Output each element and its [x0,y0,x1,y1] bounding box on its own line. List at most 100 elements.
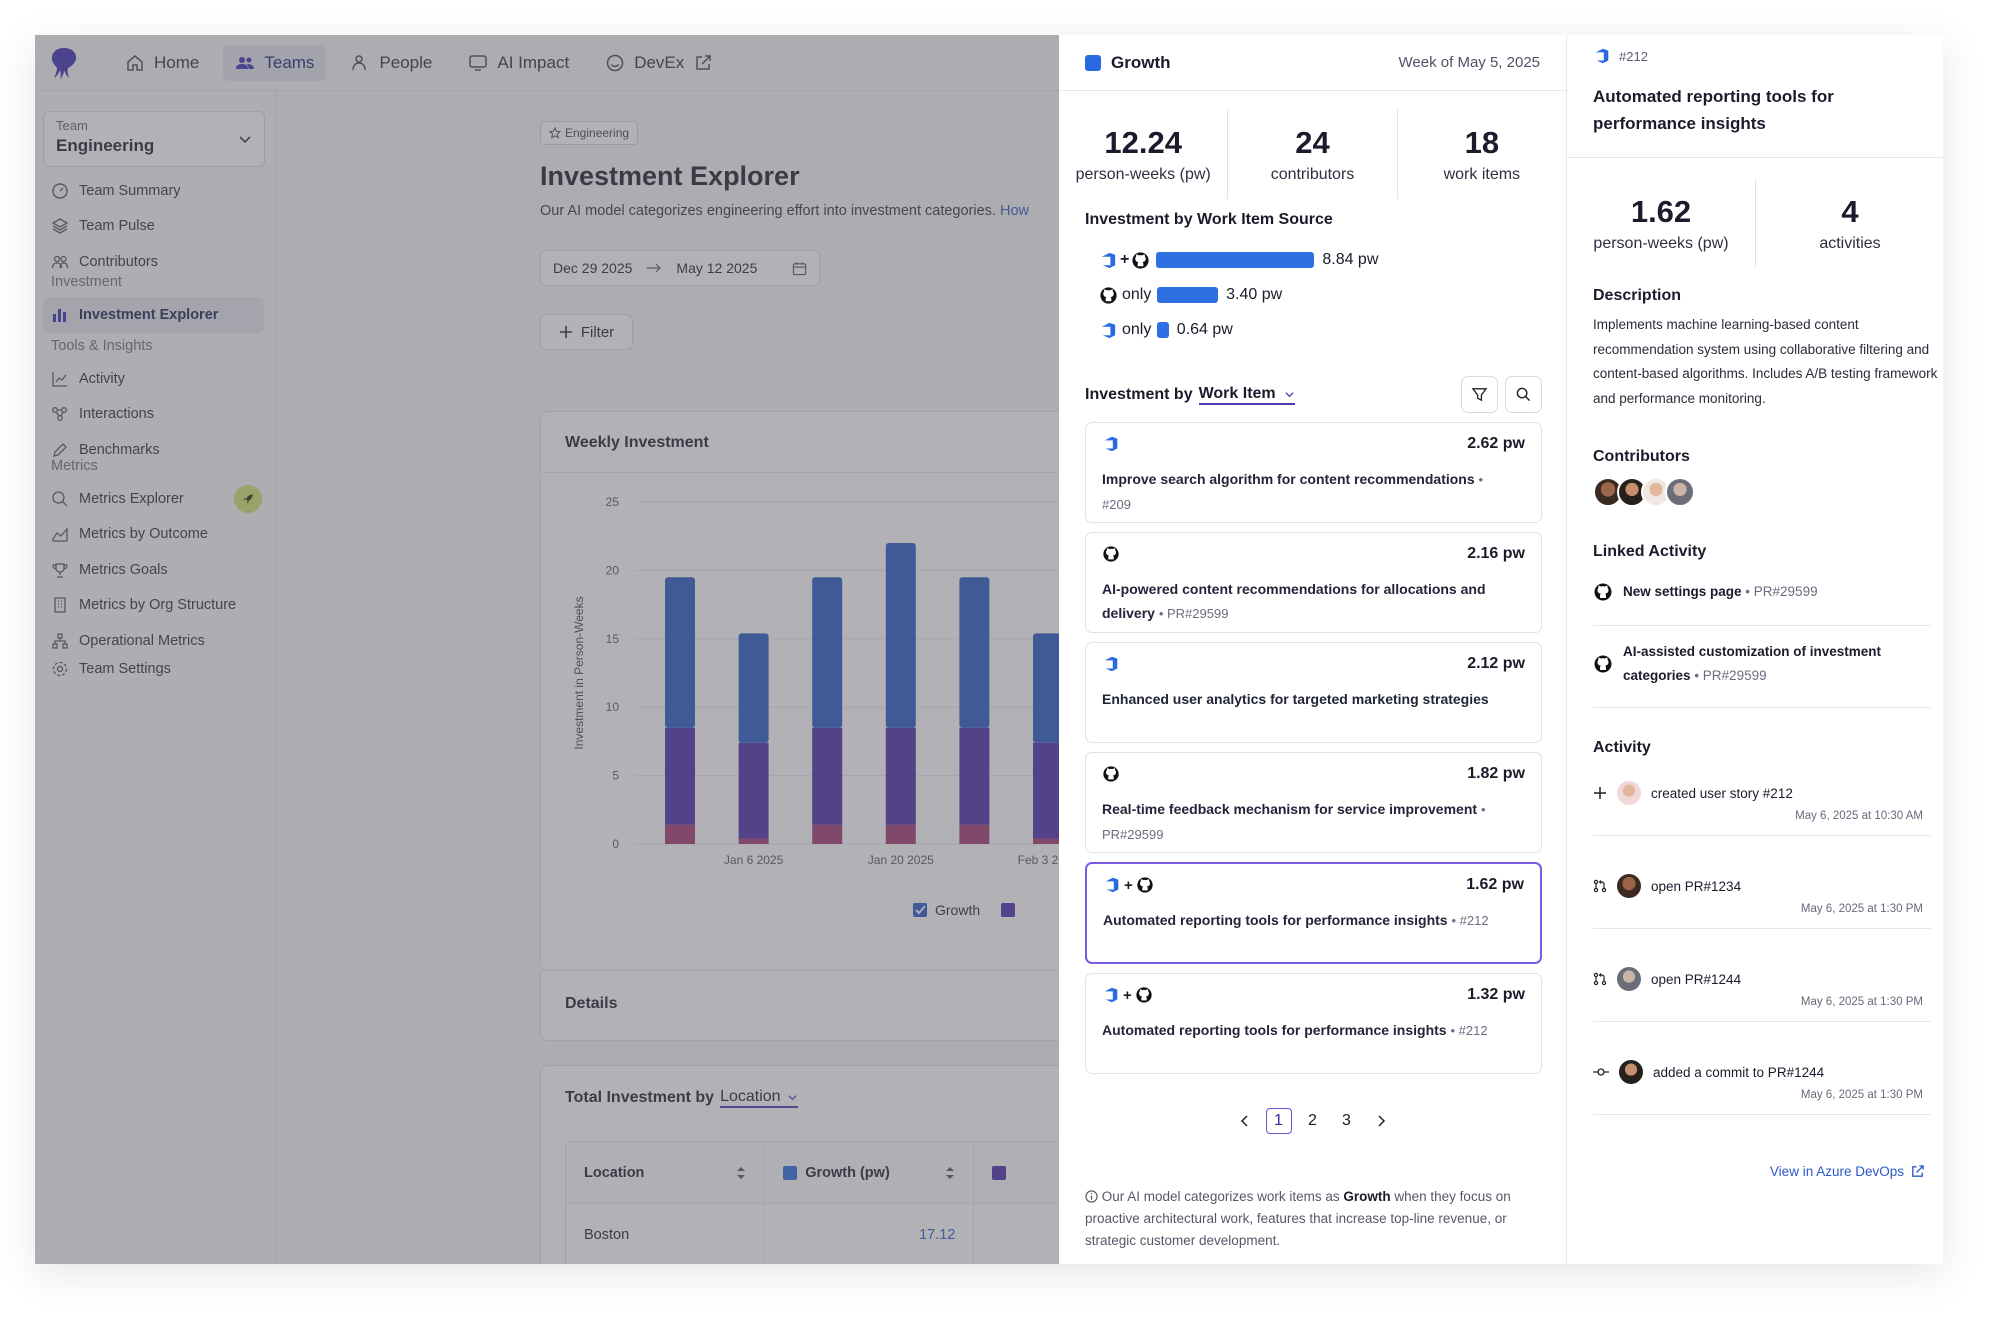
activity-chart-icon [52,371,67,387]
sidebar-group-team: Team Summary Team Pulse Contributors [35,173,276,280]
source-icons [1102,435,1120,453]
work-item-section-title: Investment by Work Item [1085,385,1295,405]
y-tick-label: 10 [606,700,620,714]
source-icons [1102,545,1120,563]
cell-growth[interactable]: 17.12 [765,1204,975,1264]
sidebar-item-label: Contributors [79,253,158,270]
activity-time: May 6, 2025 at 1:30 PM [1800,1089,1923,1101]
sidebar: Team Engineering Team Summary Team Pulse… [35,91,276,1264]
external-link-icon [1912,1165,1924,1177]
date-range-picker[interactable]: Dec 29 2025 May 12 2025 [540,250,820,286]
linked-ref: • PR#29599 [1745,584,1818,599]
sidebar-item-label: Benchmarks [79,441,160,458]
sidebar-item-team-summary[interactable]: Team Summary [35,173,276,209]
filter-icon-button[interactable] [1461,376,1498,413]
search-icon [1516,387,1531,402]
location-dimension-select[interactable]: Location [720,1088,798,1108]
work-item-pw: 1.82 pw [1467,765,1525,782]
work-item-ref-value: #209 [1102,497,1131,512]
sidebar-item-activity[interactable]: Activity [35,361,276,397]
rocket-icon [243,494,253,504]
avatar[interactable] [1617,781,1641,805]
sidebar-item-operational-metrics[interactable]: Operational Metrics [35,623,276,659]
linked-ref: • PR#29599 [1694,668,1767,683]
source-section-title: Investment by Work Item Source [1085,211,1333,228]
source-value: 0.64 pw [1176,321,1233,338]
avatar[interactable] [1617,967,1641,991]
sidebar-item-metrics-by-outcome[interactable]: Metrics by Outcome [35,517,276,553]
work-item-dimension-select[interactable]: Work Item [1198,385,1295,405]
sidebar-item-contributors[interactable]: Contributors [35,244,276,280]
prev-page-button[interactable] [1232,1108,1258,1134]
azure-devops-icon [1104,987,1118,1003]
sidebar-item-label: Investment Explorer [79,306,219,323]
source-row-azure[interactable]: only 0.64 pw [1099,316,1233,344]
column-header-location[interactable]: Location [566,1142,766,1203]
search-icon-button[interactable] [1505,376,1542,413]
avatar[interactable] [1617,477,1647,507]
interactions-icon [52,407,67,422]
view-in-azure-devops-link[interactable]: View in Azure DevOps [1770,1164,1925,1179]
nav-ai-impact[interactable]: AI Impact [456,45,581,81]
sidebar-item-investment-explorer[interactable]: Investment Explorer [43,297,264,333]
avatar[interactable] [1619,1060,1643,1084]
sidebar-item-team-pulse[interactable]: Team Pulse [35,209,276,245]
nav-devex[interactable]: DevEx [593,45,725,81]
work-item-card[interactable]: + 1.32 pw Automated reporting tools for … [1085,973,1542,1074]
linked-activity-item[interactable]: New settings page • PR#29599 [1593,580,1931,604]
work-item-card[interactable]: 2.62 pw Improve search algorithm for con… [1085,422,1542,523]
work-item-card[interactable]: 2.16 pw AI-powered content recommendatio… [1085,532,1542,633]
footnote-pre: Our AI model categorizes work items as [1101,1189,1340,1204]
y-tick-label: 5 [612,769,619,783]
info-icon [1085,1190,1098,1203]
sidebar-item-metrics-explorer[interactable]: Metrics Explorer [35,481,276,517]
sidebar-item-metrics-goals[interactable]: Metrics Goals [35,552,276,588]
location-title: Total Investment by Location [565,1088,798,1108]
sidebar-item-interactions[interactable]: Interactions [35,397,276,433]
column-header-growth[interactable]: Growth (pw) [765,1142,975,1203]
nav-teams[interactable]: Teams [223,44,327,81]
details-title: Details [565,995,618,1012]
pagination: 1 2 3 [1059,1108,1566,1134]
pull-request-icon [1593,972,1607,986]
next-page-button[interactable] [1368,1108,1394,1134]
linked-activity-item[interactable]: AI-assisted customization of investment … [1593,640,1931,688]
nav-home[interactable]: Home [113,45,211,81]
source-row-both[interactable]: + 8.84 pw [1099,246,1378,274]
growth-panel: Growth Week of May 5, 2025 12.24 person-… [1059,35,1566,1264]
sidebar-item-metrics-by-org[interactable]: Metrics by Org Structure [35,588,276,624]
divider [1593,1114,1931,1115]
page-1-button[interactable]: 1 [1265,1108,1292,1134]
work-item-card[interactable]: 1.82 pw Real-time feedback mechanism for… [1085,752,1542,853]
activity-heading: Activity [1593,739,1651,756]
work-item-title: Automated reporting tools for performanc… [1103,908,1510,933]
panel-divider [1567,157,1943,158]
filter-button[interactable]: Filter [540,314,633,350]
stat-label: person-weeks (pw) [1593,235,1729,252]
divider [1593,1021,1931,1022]
avatar[interactable] [1665,477,1695,507]
azure-devops-icon [1104,656,1118,672]
location-table: Location Growth (pw) Bo [565,1141,1085,1264]
page-3-button[interactable]: 3 [1342,1112,1351,1129]
work-item-title-text: Improve search algorithm for content rec… [1102,471,1475,487]
nav-people[interactable]: People [338,45,444,81]
team-select[interactable]: Team Engineering [43,111,265,167]
nav-devex-label: DevEx [634,52,685,72]
bar-segment [1033,633,1063,743]
bar-segment [665,727,695,825]
avatar[interactable] [1617,874,1641,898]
sidebar-item-benchmarks[interactable]: Benchmarks [35,432,276,468]
github-icon [1594,655,1612,673]
work-item-card[interactable]: 2.12 pw Enhanced user analytics for targ… [1085,642,1542,743]
sidebar-item-team-settings[interactable]: Team Settings [35,651,276,687]
jellyfish-logo-icon[interactable] [49,46,79,80]
source-row-github[interactable]: only 3.40 pw [1099,281,1282,309]
work-item-ref: • #212 [1450,1023,1488,1038]
footnote-bold: Growth [1343,1189,1391,1204]
details-card[interactable]: Details [540,971,1160,1041]
stat-value: 4 [1841,194,1859,229]
page-2-button[interactable]: 2 [1308,1112,1317,1129]
work-item-card-selected[interactable]: + 1.62 pw Automated reporting tools for … [1085,862,1542,964]
how-link[interactable]: How [999,203,1029,219]
